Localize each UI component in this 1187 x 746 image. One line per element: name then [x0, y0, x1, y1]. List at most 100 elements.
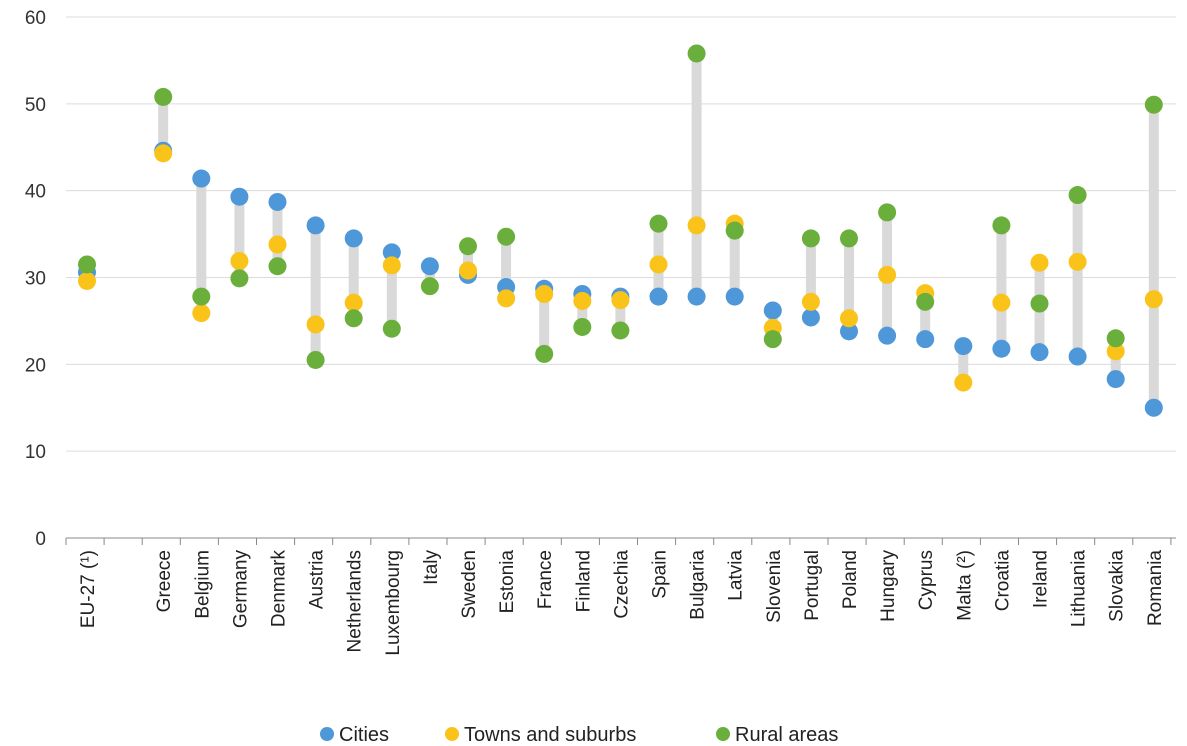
point-rural-areas: [78, 255, 96, 273]
point-cities: [688, 288, 706, 306]
x-tick-label: Slovakia: [1107, 550, 1128, 622]
point-cities: [269, 193, 287, 211]
point-towns-and-suburbs: [192, 304, 210, 322]
point-cities: [916, 330, 934, 348]
x-tick-label: Latvia: [726, 550, 747, 601]
point-rural-areas: [573, 318, 591, 336]
x-tick-label: Belgium: [192, 550, 213, 619]
range-bar: [996, 225, 1006, 348]
y-axis: 0102030405060: [25, 8, 46, 550]
point-towns-and-suburbs: [1145, 290, 1163, 308]
point-rural-areas: [878, 203, 896, 221]
point-towns-and-suburbs: [878, 266, 896, 284]
x-tick-label: Poland: [840, 550, 861, 609]
point-towns-and-suburbs: [230, 252, 248, 270]
y-tick-label: 10: [25, 442, 46, 463]
point-towns-and-suburbs: [269, 236, 287, 254]
point-towns-and-suburbs: [573, 292, 591, 310]
x-tick-label: France: [535, 550, 556, 609]
x-tick-label: Bulgaria: [688, 550, 709, 620]
point-cities: [1069, 348, 1087, 366]
x-tick-label: Cyprus: [916, 550, 937, 610]
x-tick-label: EU-27 (¹): [78, 550, 99, 628]
point-towns-and-suburbs: [78, 272, 96, 290]
point-towns-and-suburbs: [1069, 253, 1087, 271]
legend-marker-towns-and-suburbs: [445, 727, 459, 741]
y-tick-label: 50: [25, 95, 46, 116]
point-cities: [1145, 399, 1163, 417]
point-rural-areas: [611, 321, 629, 339]
point-towns-and-suburbs: [154, 144, 172, 162]
point-rural-areas: [497, 228, 515, 246]
point-cities: [230, 188, 248, 206]
point-towns-and-suburbs: [611, 291, 629, 309]
x-tick-label: Malta (²): [954, 550, 975, 621]
y-tick-label: 60: [25, 8, 46, 29]
legend: Cities Towns and suburbs Rural areas: [320, 724, 838, 746]
point-towns-and-suburbs: [1031, 254, 1049, 272]
point-rural-areas: [269, 257, 287, 275]
point-rural-areas: [802, 229, 820, 247]
point-rural-areas: [383, 320, 401, 338]
point-towns-and-suburbs: [650, 255, 668, 273]
x-tick-label: Denmark: [269, 550, 290, 628]
range-bar: [1073, 195, 1083, 357]
point-towns-and-suburbs: [992, 294, 1010, 312]
point-rural-areas: [230, 269, 248, 287]
point-towns-and-suburbs: [802, 293, 820, 311]
y-tick-label: 0: [35, 529, 46, 550]
x-tick-label: Czechia: [611, 550, 632, 619]
x-tick-label: Austria: [307, 550, 328, 610]
point-towns-and-suburbs: [688, 216, 706, 234]
point-towns-and-suburbs: [345, 294, 363, 312]
point-towns-and-suburbs: [840, 309, 858, 327]
point-rural-areas: [1145, 96, 1163, 114]
x-tick-label: Greece: [154, 550, 175, 612]
legend-label-rural-areas: Rural areas: [735, 724, 838, 746]
point-rural-areas: [307, 351, 325, 369]
point-rural-areas: [1069, 186, 1087, 204]
x-tick-label: Portugal: [802, 550, 823, 621]
legend-item-cities: Cities: [320, 724, 389, 746]
point-towns-and-suburbs: [459, 262, 477, 280]
x-tick-label: Italy: [421, 550, 442, 585]
point-cities: [992, 340, 1010, 358]
point-cities: [307, 216, 325, 234]
point-cities: [650, 288, 668, 306]
point-cities: [954, 337, 972, 355]
x-tick-label: Estonia: [497, 550, 518, 614]
y-tick-label: 30: [25, 269, 46, 290]
x-axis: EU-27 (¹) Greece Belgium Germany Denmark Aust…: [66, 538, 1176, 656]
point-cities: [878, 327, 896, 345]
point-rural-areas: [345, 309, 363, 327]
range-bar: [692, 53, 702, 296]
legend-marker-cities: [320, 727, 334, 741]
point-rural-areas: [459, 237, 477, 255]
range-bar: [311, 225, 321, 360]
x-tick-label: Spain: [650, 550, 671, 599]
x-tick-label: Ireland: [1031, 550, 1052, 608]
point-rural-areas: [992, 216, 1010, 234]
x-tick-label: Slovenia: [764, 550, 785, 623]
point-rural-areas: [688, 44, 706, 62]
point-rural-areas: [764, 330, 782, 348]
legend-item-towns-and-suburbs: Towns and suburbs: [445, 724, 636, 746]
point-rural-areas: [192, 288, 210, 306]
x-tick-label: Germany: [230, 550, 251, 629]
point-towns-and-suburbs: [383, 256, 401, 274]
point-cities: [764, 301, 782, 319]
point-cities: [192, 170, 210, 188]
point-cities: [1031, 343, 1049, 361]
point-rural-areas: [535, 345, 553, 363]
x-tick-label: Romania: [1145, 550, 1166, 626]
point-rural-areas: [154, 88, 172, 106]
gridlines: [66, 17, 1176, 451]
legend-item-rural-areas: Rural areas: [716, 724, 838, 746]
point-cities: [802, 308, 820, 326]
point-cities: [1107, 370, 1125, 388]
point-towns-and-suburbs: [497, 289, 515, 307]
x-tick-label: Sweden: [459, 550, 480, 619]
x-tick-label: Luxembourg: [383, 550, 404, 656]
x-tick-label: Netherlands: [345, 550, 366, 652]
x-tick-label: Croatia: [992, 550, 1013, 612]
